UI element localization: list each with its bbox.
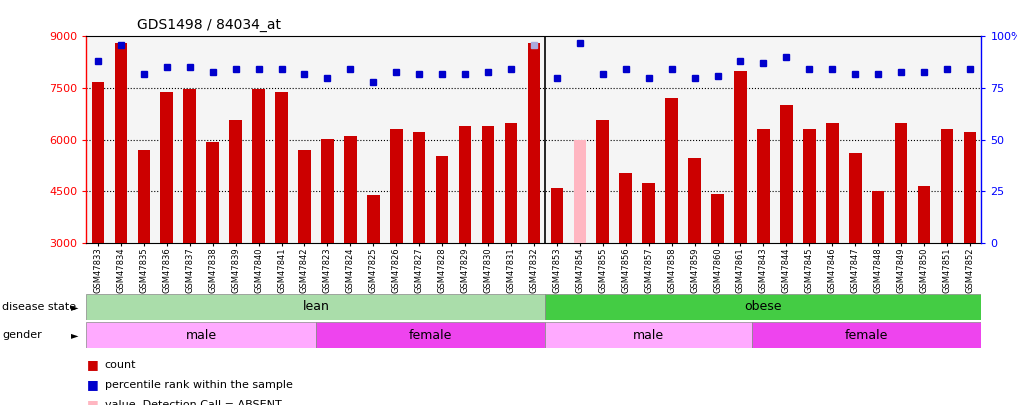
Bar [459,126,472,243]
Bar [826,123,839,243]
Bar [367,196,379,243]
Bar [803,130,816,243]
Bar [780,104,792,243]
Text: female: female [409,328,453,342]
Bar [711,194,724,243]
Bar [545,322,752,348]
Text: percentile rank within the sample: percentile rank within the sample [105,380,293,390]
Text: gender: gender [2,330,42,340]
Bar [390,130,403,243]
Bar [757,130,770,243]
Bar [964,132,976,243]
Bar [161,92,173,243]
Bar [436,156,448,243]
Bar [734,70,746,243]
Bar [665,98,678,243]
Bar [183,89,196,243]
Bar [252,89,264,243]
Text: GDS1498 / 84034_at: GDS1498 / 84034_at [137,18,282,32]
Bar [92,82,104,243]
Bar [316,322,545,348]
Text: female: female [845,328,889,342]
Text: ■: ■ [86,378,99,391]
Bar [895,123,907,243]
Bar [849,153,861,243]
Bar [206,142,219,243]
Bar [643,183,655,243]
Bar [86,322,316,348]
Bar [619,173,632,243]
Bar [752,322,981,348]
Text: ■: ■ [86,399,99,405]
Text: ►: ► [71,302,78,312]
Text: obese: obese [744,300,782,313]
Bar [596,120,609,243]
Bar [872,192,885,243]
Bar [321,139,334,243]
Text: disease state: disease state [2,302,76,312]
Text: male: male [634,328,664,342]
Text: value, Detection Call = ABSENT: value, Detection Call = ABSENT [105,400,282,405]
Bar [298,150,311,243]
Bar [276,92,288,243]
Bar [229,120,242,243]
Text: count: count [105,360,136,369]
Bar [917,186,931,243]
Bar [689,158,701,243]
Text: male: male [186,328,217,342]
Bar [574,140,586,243]
Bar [115,43,127,243]
Text: ►: ► [71,330,78,340]
Bar [86,294,545,320]
Bar [545,294,993,320]
Text: ■: ■ [86,358,99,371]
Bar [344,136,357,243]
Bar [528,43,540,243]
Bar [941,130,953,243]
Bar [482,126,494,243]
Bar [137,150,151,243]
Bar [413,132,425,243]
Text: lean: lean [302,300,330,313]
Bar [504,123,518,243]
Bar [550,188,563,243]
